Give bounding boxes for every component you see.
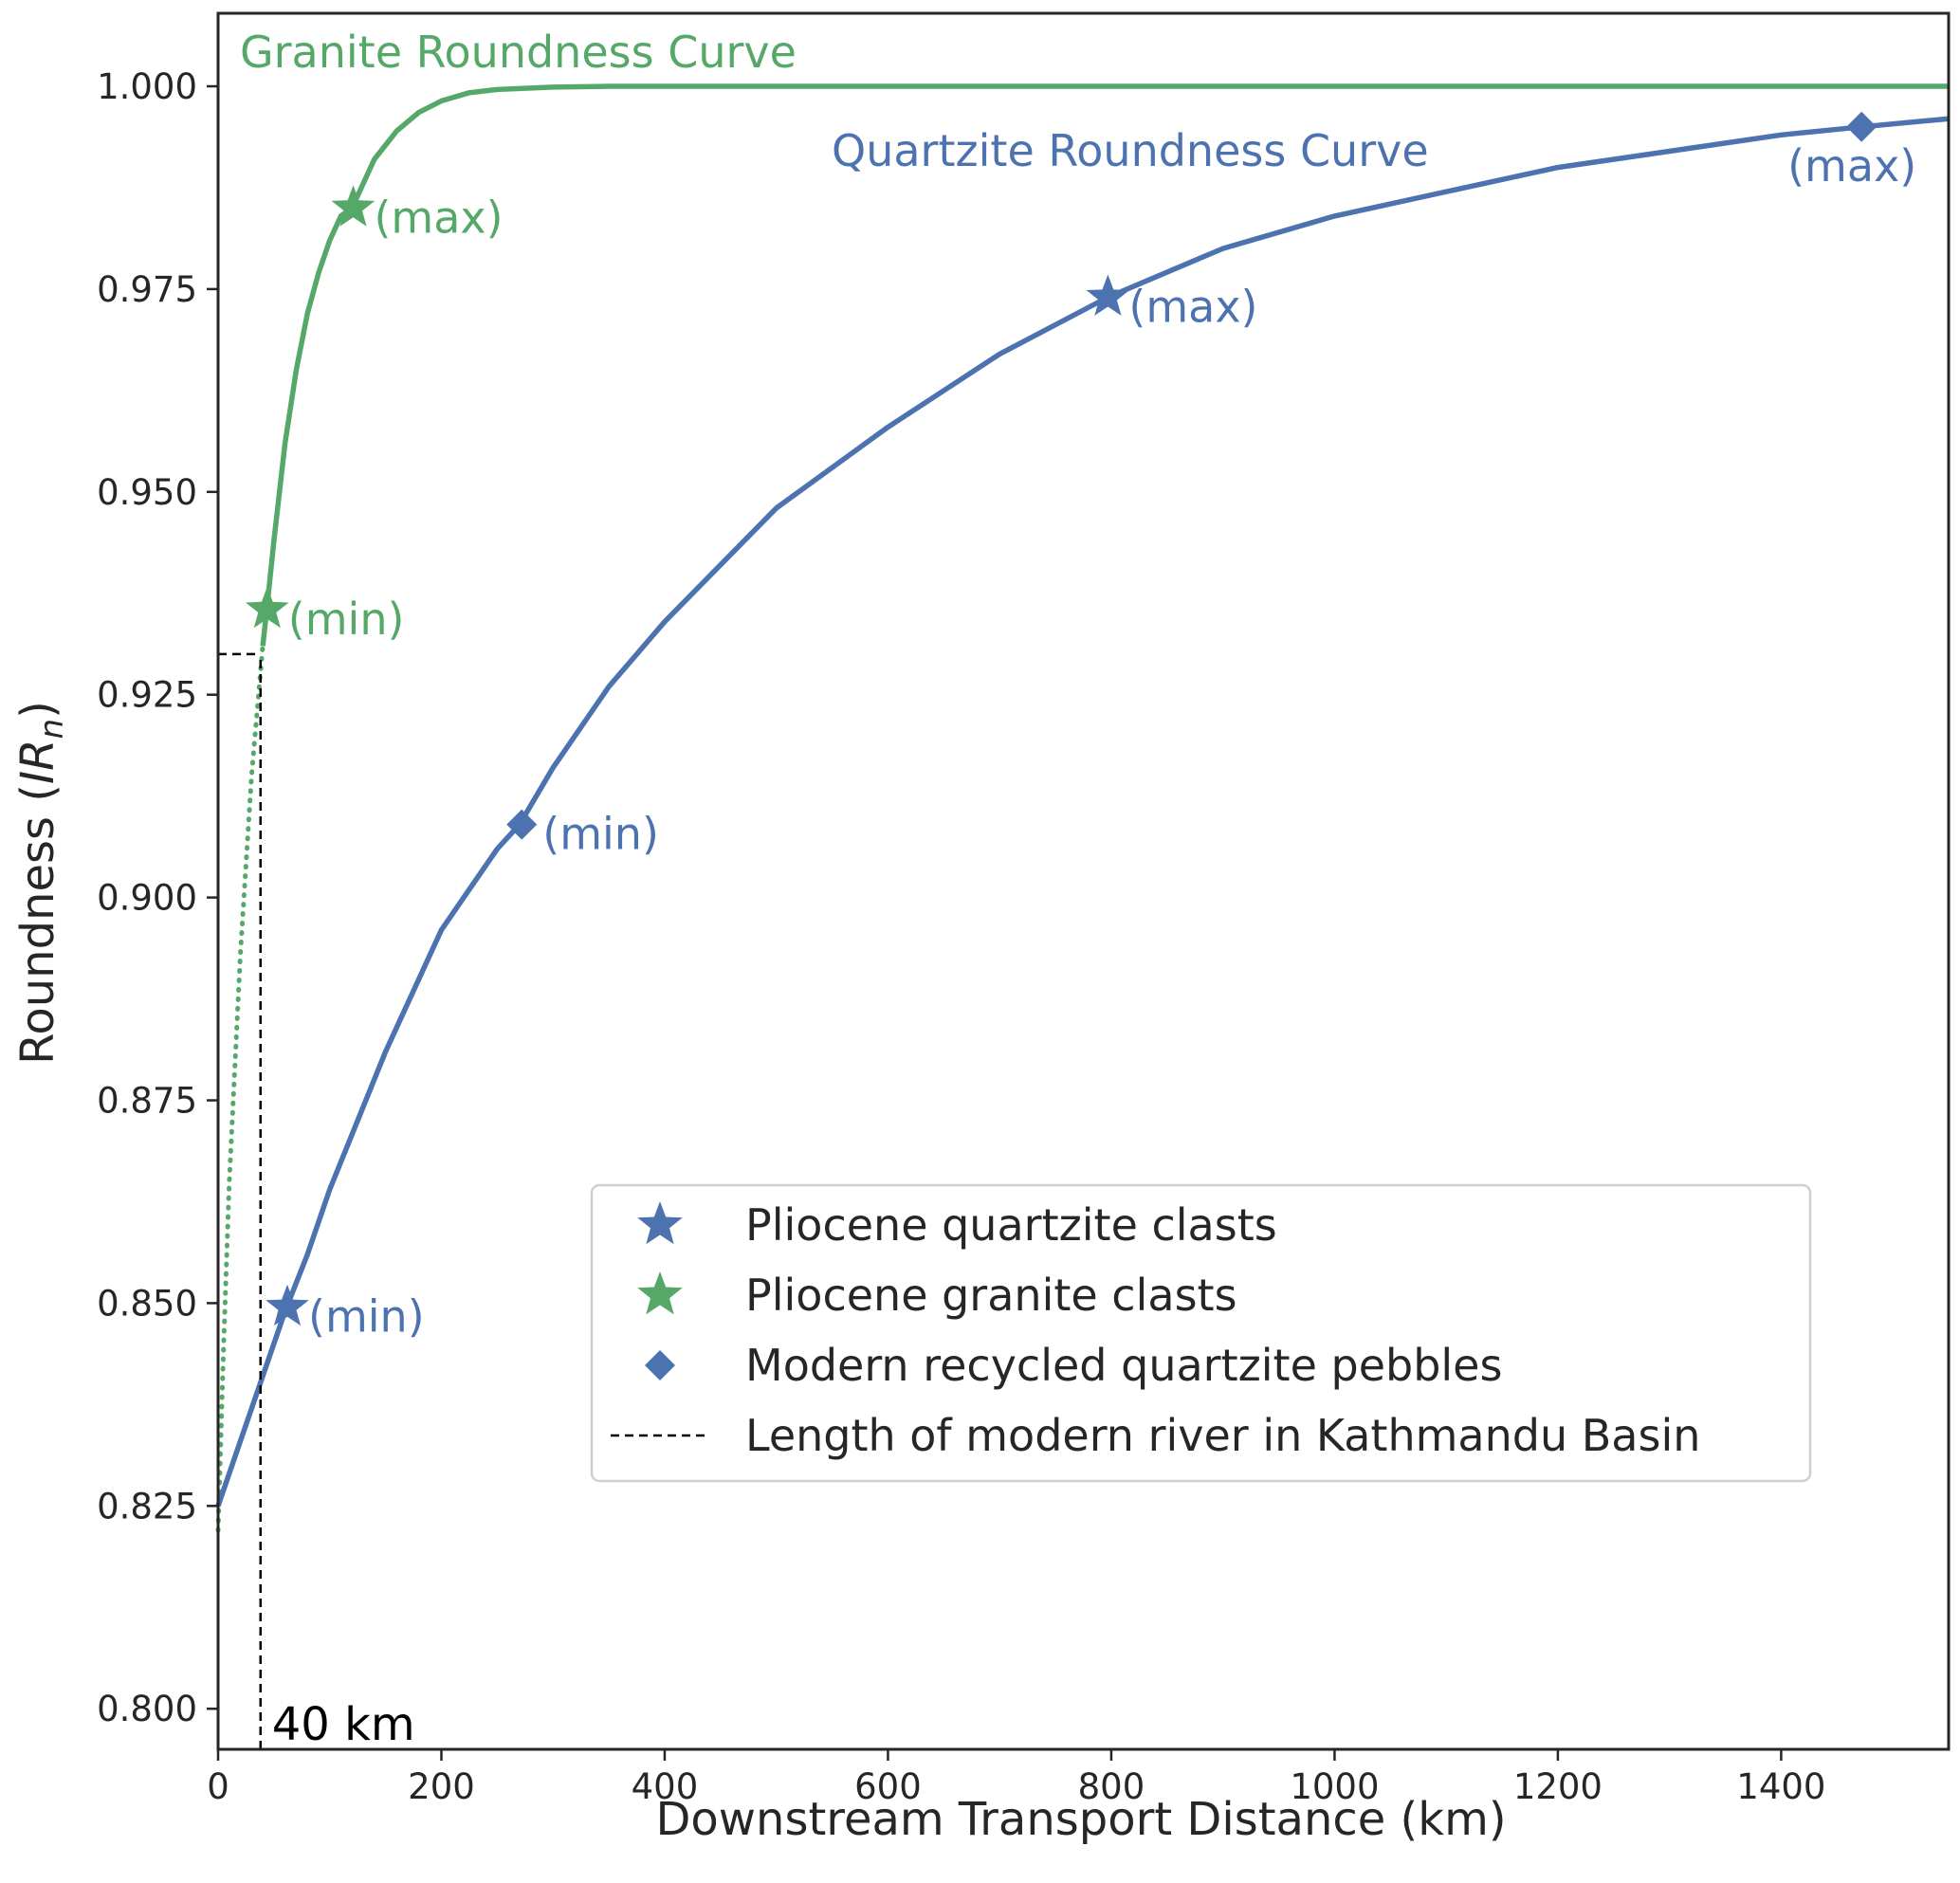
legend-label: Pliocene granite clasts xyxy=(745,1270,1237,1321)
quartzite-diamond-min-label: (min) xyxy=(542,809,659,860)
axes-layer: 0 200 400 600 800 1000 1200 1400 0.800 0.825 0.850… xyxy=(97,11,1951,1807)
x-tick-label: 200 xyxy=(408,1766,475,1807)
x-tick-label: 1200 xyxy=(1513,1766,1603,1807)
legend-label: Length of modern river in Kathmandu Basi… xyxy=(745,1410,1700,1461)
granite-curve-dotted xyxy=(215,643,266,1533)
quartzite-star-max-marker xyxy=(1086,274,1130,316)
quartzite-curve-label: Quartzite Roundness Curve xyxy=(832,125,1429,176)
granite-curve-line xyxy=(260,83,1949,647)
y-tick-label: 0.925 xyxy=(97,675,197,716)
y-tick-label: 0.875 xyxy=(97,1081,197,1122)
curve-labels-layer: Granite Roundness Curve Quartzite Roundn… xyxy=(240,27,1429,176)
x-axis-label: Downstream Transport Distance (km) xyxy=(655,1793,1506,1846)
granite-star-min-label: (min) xyxy=(288,594,405,645)
legend-star-icon xyxy=(637,1201,683,1245)
y-tick-label: 0.900 xyxy=(97,878,197,919)
y-tick-label: 0.950 xyxy=(97,472,197,513)
x-tick-label: 1400 xyxy=(1736,1766,1825,1807)
y-tick-label: 0.800 xyxy=(97,1689,197,1729)
granite-star-max-marker xyxy=(331,185,376,227)
legend-star-icon xyxy=(637,1271,683,1315)
plot-frame xyxy=(216,11,1951,1751)
legend-item: Length of modern river in Kathmandu Basi… xyxy=(611,1410,1700,1461)
legend-label: Modern recycled quartzite pebbles xyxy=(745,1340,1502,1391)
quartzite-diamond-max-label: (max) xyxy=(1787,140,1916,192)
legend-label: Pliocene quartzite clasts xyxy=(745,1199,1277,1251)
legend-item: Pliocene granite clasts xyxy=(637,1270,1237,1321)
x-tick-label: 400 xyxy=(632,1766,699,1807)
x-tick-label: 800 xyxy=(1078,1766,1145,1807)
quartzite-star-min-label: (min) xyxy=(308,1291,425,1343)
granite-curve-label: Granite Roundness Curve xyxy=(240,27,797,78)
legend-item: Modern recycled quartzite pebbles xyxy=(645,1340,1502,1391)
y-axis-label: Roundness (IRn) xyxy=(11,701,71,1065)
quartzite-diamond-min-marker xyxy=(506,809,538,840)
x-tick-label: 0 xyxy=(207,1766,229,1807)
x-tick-label: 600 xyxy=(854,1766,922,1807)
reference-line-label: 40 km xyxy=(272,1698,415,1751)
quartzite-diamond-max-marker xyxy=(1846,111,1878,142)
points-layer: (min) (max) (min) (max) (min) (max) xyxy=(246,111,1916,1343)
y-tick-label: 1.000 xyxy=(97,66,197,107)
legend-diamond-icon xyxy=(645,1350,675,1380)
quartzite-star-min-marker xyxy=(266,1284,309,1326)
quartzite-star-max-label: (max) xyxy=(1128,281,1257,332)
x-tick-label: 1000 xyxy=(1290,1766,1379,1807)
y-tick-label: 0.975 xyxy=(97,269,197,310)
granite-star-max-label: (max) xyxy=(374,192,503,243)
granite-star-min-marker xyxy=(246,586,289,629)
reference-line-layer: 40 km xyxy=(218,652,415,1751)
curves-layer xyxy=(215,83,1950,1533)
legend-item: Pliocene quartzite clasts xyxy=(637,1199,1277,1251)
quartzite-curve-line xyxy=(215,116,1950,1508)
legend: Pliocene quartzite clasts Pliocene granit… xyxy=(590,1183,1812,1483)
y-tick-label: 0.825 xyxy=(97,1486,197,1527)
legend-frame xyxy=(590,1183,1812,1483)
y-tick-label: 0.850 xyxy=(97,1283,197,1324)
